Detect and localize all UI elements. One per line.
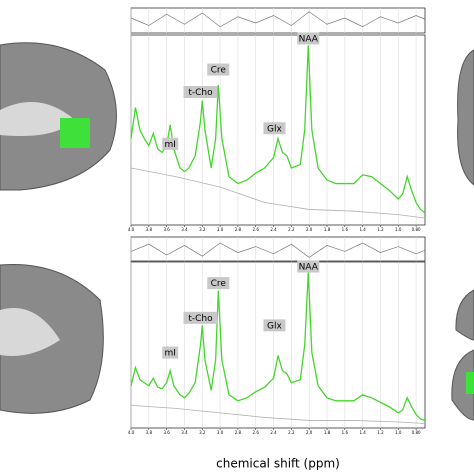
- brain-axial: [451, 349, 474, 421]
- x-tick-label: 0.80: [412, 227, 421, 232]
- x-tick-label: 3.2: [199, 227, 206, 232]
- spectrum-line: [130, 167, 426, 219]
- peak-label: mI: [164, 349, 175, 359]
- annotation-box: [263, 122, 286, 135]
- brain-axial: [457, 49, 474, 186]
- x-tick-label: 1.4: [359, 227, 366, 232]
- brain-axial: [455, 289, 474, 341]
- residual-line: [130, 11, 426, 28]
- annotation-box: [162, 346, 179, 359]
- x-tick-label: 1.0: [395, 227, 402, 232]
- residual-frame: [130, 7, 426, 34]
- annotation-box: [207, 277, 230, 290]
- annotation-box: [162, 137, 179, 150]
- peak-label: Glx: [267, 321, 282, 331]
- x-tick-label: 1.8: [324, 430, 331, 435]
- x-tick-label: 1.2: [377, 430, 384, 435]
- annotation-box: [207, 63, 230, 76]
- peak-label: Cre: [211, 279, 227, 289]
- peak-label: NAA: [299, 34, 319, 44]
- x-tick-label: 2.6: [253, 430, 260, 435]
- voxel: [60, 118, 90, 148]
- x-tick-label: 2.8: [235, 227, 242, 232]
- x-tick-label: 3.4: [181, 227, 188, 232]
- x-tick-label: 1.8: [324, 227, 331, 232]
- peak-label: Glx: [267, 124, 282, 134]
- x-tick-label: 1.6: [342, 227, 349, 232]
- x-tick-label: 0.80: [412, 430, 421, 435]
- peak-label: NAA: [299, 263, 319, 273]
- annotation-box: [263, 319, 286, 332]
- peak-label: t-Cho: [188, 88, 213, 98]
- x-tick-label: 3.2: [199, 430, 206, 435]
- spectrum-line: [130, 272, 426, 422]
- x-tick-label: 2.2: [288, 430, 295, 435]
- annotation-box: [183, 86, 218, 98]
- x-tick-label: 3.0: [217, 430, 224, 435]
- spectrum-line: [130, 404, 426, 424]
- x-tick-label: 1.0: [395, 430, 402, 435]
- x-tick-label: 1.2: [377, 227, 384, 232]
- x-tick-label: 2.4: [270, 430, 277, 435]
- annotation-box: [297, 260, 320, 273]
- peak-label: Cre: [211, 66, 227, 76]
- x-tick-label: 2.4: [270, 227, 277, 232]
- x-tick-label: 1.6: [342, 430, 349, 435]
- residual-line: [130, 242, 426, 258]
- x-tick-label: 4.0: [128, 227, 135, 232]
- brain-images: [0, 42, 474, 421]
- x-tick-label: 2.0: [306, 430, 313, 435]
- voxel: [466, 372, 474, 394]
- x-tick-label: 3.8: [146, 430, 153, 435]
- spectrum-line: [130, 45, 426, 214]
- x-axis-label: chemical shift (ppm): [216, 457, 340, 471]
- x-tick-label: 3.6: [163, 430, 170, 435]
- x-tick-label: 2.0: [306, 227, 313, 232]
- x-tick-label: 3.4: [181, 430, 188, 435]
- x-tick-label: 3.6: [163, 227, 170, 232]
- x-tick-label: 4.0: [128, 430, 135, 435]
- brain-ventricle: [0, 102, 75, 136]
- residual-frame: [130, 236, 426, 262]
- peak-label: t-Cho: [188, 314, 213, 324]
- x-tick-label: 3.8: [146, 227, 153, 232]
- brain-ventricle: [0, 308, 60, 356]
- peak-label: mI: [164, 140, 175, 150]
- x-tick-label: 3.0: [217, 227, 224, 232]
- annotation-box: [183, 311, 218, 324]
- x-tick-label: 1.4: [359, 430, 366, 435]
- annotation-box: [297, 32, 320, 45]
- x-tick-label: 2.8: [235, 430, 242, 435]
- x-tick-label: 2.2: [288, 227, 295, 232]
- x-tick-label: 2.6: [253, 227, 260, 232]
